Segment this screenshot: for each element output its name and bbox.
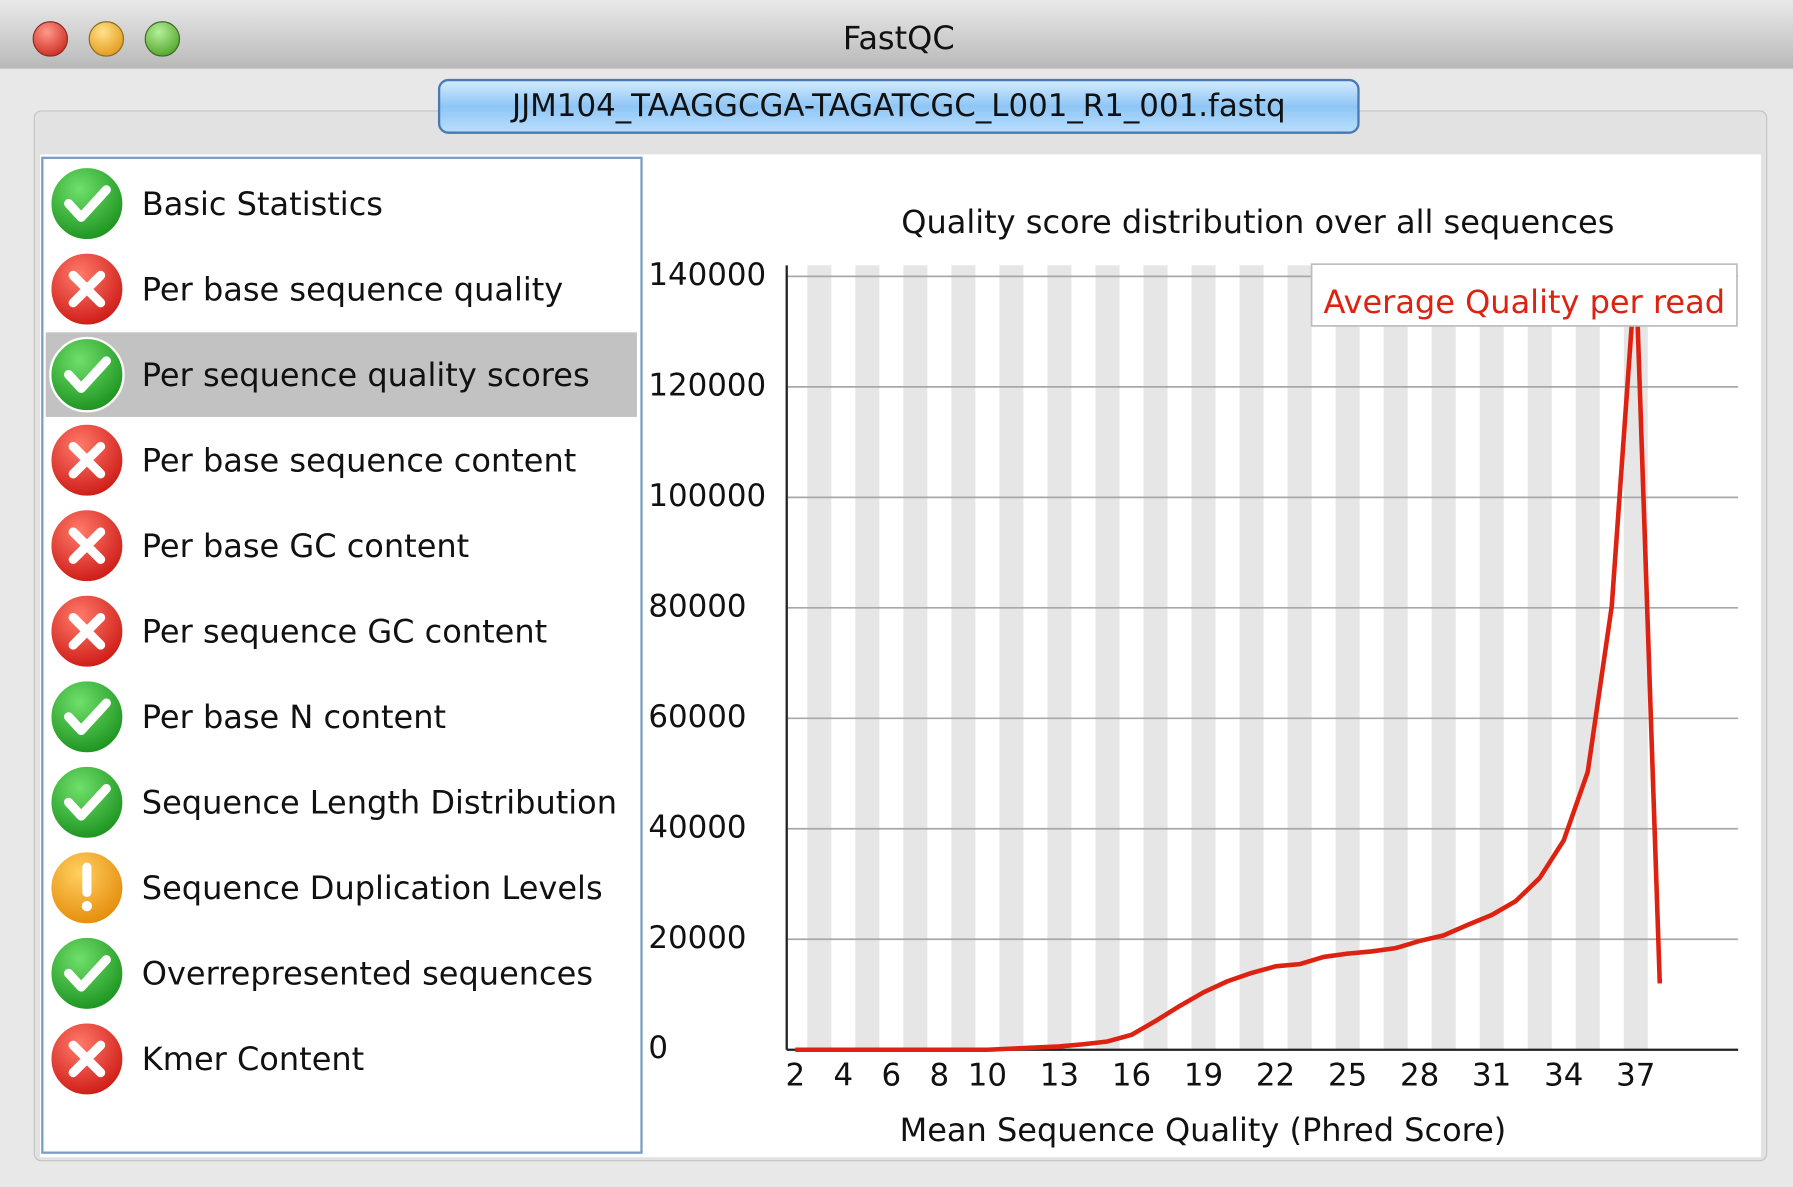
close-button[interactable]: [32, 21, 69, 57]
stripe: [903, 265, 928, 1050]
module-label[interactable]: Per sequence GC content: [142, 613, 547, 651]
exclamation-dot: [81, 900, 93, 912]
stripe: [1239, 265, 1264, 1050]
module-label[interactable]: Sequence Duplication Levels: [142, 869, 603, 907]
module-label[interactable]: Basic Statistics: [142, 185, 383, 223]
module-label[interactable]: Sequence Length Distribution: [142, 784, 617, 822]
stripe: [1527, 265, 1552, 1050]
check-mark: [64, 698, 111, 736]
y-tick-label: 100000: [648, 478, 766, 514]
check-mark: [64, 784, 111, 821]
stripe: [1479, 265, 1504, 1050]
x-tick-label: 34: [1544, 1058, 1583, 1094]
zoom-button[interactable]: [144, 21, 181, 57]
cross-mark: [68, 612, 106, 650]
x-tick-label: 25: [1328, 1058, 1367, 1094]
window-title: FastQC: [843, 19, 955, 57]
selected-row: [45, 332, 637, 417]
legend-box: [1310, 263, 1738, 327]
y-tick-label: 140000: [648, 257, 766, 293]
check-mark: [64, 185, 111, 222]
title-bar: [0, 0, 1793, 69]
status-icon: [49, 336, 125, 413]
y-tick-label: 60000: [648, 699, 746, 735]
x-tick-label: 8: [930, 1058, 950, 1094]
x-tick-label: 6: [882, 1058, 902, 1094]
module-label[interactable]: Overrepresented sequences: [142, 955, 593, 993]
stripe: [1431, 265, 1456, 1050]
x-tick-label: 13: [1040, 1058, 1079, 1094]
y-tick-label: 80000: [648, 588, 746, 624]
stripe: [999, 265, 1024, 1050]
tab[interactable]: [437, 78, 1360, 134]
x-tick-label: 31: [1472, 1058, 1511, 1094]
y-tick-label: 20000: [648, 920, 746, 956]
x-tick-label: 2: [785, 1058, 805, 1094]
stripe: [1335, 265, 1360, 1050]
check-mark: [64, 356, 111, 393]
chart-title: Quality score distribution over all sequ…: [901, 203, 1614, 241]
x-axis-label: Mean Sequence Quality (Phred Score): [900, 1111, 1507, 1149]
y-tick-label: 0: [648, 1030, 668, 1066]
module-label[interactable]: Per base GC content: [142, 527, 469, 565]
tab-label[interactable]: JJM104_TAAGGCGA-TAGATCGC_L001_R1_001.fas…: [510, 88, 1286, 124]
cross-mark: [68, 270, 106, 308]
stripe: [807, 265, 832, 1050]
module-label[interactable]: Per base sequence quality: [142, 270, 563, 308]
x-tick-label: 37: [1616, 1058, 1655, 1094]
stripe: [1287, 265, 1312, 1050]
stripe: [1575, 265, 1600, 1050]
y-tick-label: 120000: [648, 367, 766, 403]
cross-mark: [68, 441, 106, 479]
status-icon: [49, 764, 125, 841]
module-label[interactable]: Kmer Content: [142, 1040, 364, 1078]
module-label[interactable]: Per base N content: [142, 698, 446, 736]
x-tick-label: 4: [834, 1058, 854, 1094]
module-label[interactable]: Per sequence quality scores: [142, 356, 590, 394]
data-line: [795, 265, 1663, 1053]
stripe: [1143, 265, 1168, 1050]
module-label[interactable]: Per base sequence content: [142, 441, 577, 479]
x-tick-label: 19: [1184, 1058, 1223, 1094]
y-tick-label: 40000: [648, 809, 746, 845]
x-tick-label: 28: [1400, 1058, 1439, 1094]
status-icon: [49, 165, 125, 242]
status-icon: [49, 935, 125, 1012]
check-mark: [64, 955, 111, 992]
cross-mark: [68, 527, 106, 564]
x-tick-label: 10: [968, 1058, 1007, 1094]
module-list: [41, 156, 643, 1154]
stripe: [1383, 265, 1408, 1050]
stripe: [855, 265, 880, 1050]
stripe: [951, 265, 976, 1050]
cross-mark: [68, 1040, 106, 1078]
stripe: [1047, 265, 1072, 1050]
status-icon: [49, 679, 125, 755]
x-tick-label: 22: [1256, 1058, 1295, 1094]
stripe: [1095, 265, 1120, 1050]
x-tick-label: 16: [1112, 1058, 1151, 1094]
legend-label: Average Quality per read: [1324, 283, 1725, 321]
minimize-button[interactable]: [88, 21, 125, 57]
stripe: [1191, 265, 1216, 1050]
